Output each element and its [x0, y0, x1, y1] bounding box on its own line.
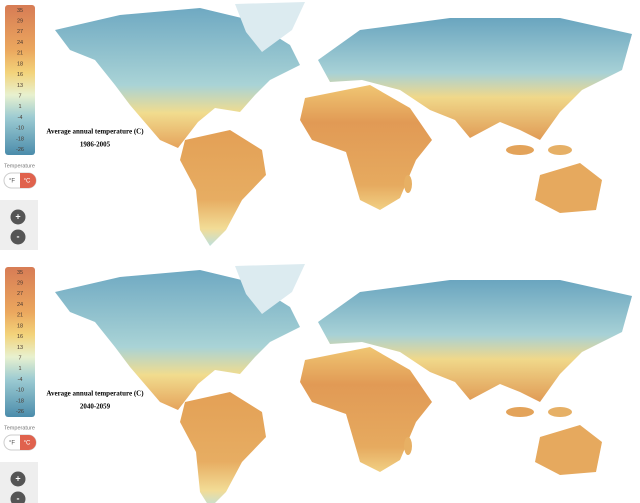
world-map: [55, 2, 632, 246]
north-america: [55, 8, 300, 148]
legend-label: 27: [17, 29, 23, 35]
caption-title: Average annual temperature (C): [46, 128, 144, 136]
zoom-label[interactable]: -: [17, 231, 20, 241]
legend-label: 29: [17, 281, 23, 287]
legend-label: 16: [17, 72, 23, 78]
legend-label: 35: [17, 270, 23, 276]
zoom-label[interactable]: +: [15, 473, 20, 483]
legend-label: -18: [16, 398, 24, 404]
legend-label: 21: [17, 51, 23, 57]
legend-label: 7: [18, 356, 21, 362]
eurasia: [318, 280, 632, 402]
unit-f[interactable]: °F: [9, 441, 15, 447]
zoom-label[interactable]: +: [15, 211, 20, 221]
zoom-button[interactable]: [10, 491, 26, 503]
australia: [535, 163, 602, 213]
australia: [535, 425, 602, 475]
island: [506, 407, 534, 417]
greenland: [235, 264, 305, 314]
legend-title: Temperature: [4, 425, 35, 431]
legend-label: 35: [17, 8, 23, 14]
legend-bar: [5, 5, 35, 155]
legend-label: -26: [16, 147, 24, 153]
legend-label: -4: [18, 115, 23, 121]
panel: Average annual temperature (C) 2040-2059 3…: [0, 264, 632, 503]
island: [506, 145, 534, 155]
legend-label: 24: [17, 40, 23, 46]
legend-label: -10: [16, 126, 24, 132]
legend-label: 21: [17, 313, 23, 319]
caption-period: 1986-2005: [80, 141, 111, 149]
legend-label: -4: [18, 377, 23, 383]
greenland: [235, 2, 305, 52]
unit-active: [20, 435, 36, 450]
zoom-button[interactable]: [10, 471, 26, 487]
island: [404, 175, 412, 193]
legend-title: Temperature: [4, 163, 35, 169]
legend-label: -18: [16, 136, 24, 142]
legend-label: -26: [16, 409, 24, 415]
legend-label: -10: [16, 388, 24, 394]
legend-label: 16: [17, 334, 23, 340]
north-america: [55, 270, 300, 410]
unit-c[interactable]: °C: [24, 179, 31, 185]
africa: [300, 347, 432, 472]
eurasia: [318, 18, 632, 140]
legend-label: 1: [18, 366, 21, 372]
unit-f[interactable]: °F: [9, 179, 15, 185]
legend-label: 18: [17, 323, 23, 329]
legend-label: 29: [17, 19, 23, 25]
legend-label: 13: [17, 83, 23, 89]
island: [548, 145, 572, 155]
south-america: [180, 392, 266, 503]
legend-label: 13: [17, 345, 23, 351]
unit-c[interactable]: °C: [24, 441, 31, 447]
caption-period: 2040-2059: [80, 403, 111, 411]
legend-label: 27: [17, 291, 23, 297]
unit-active: [20, 173, 36, 188]
legend-label: 18: [17, 61, 23, 67]
legend-label: 1: [18, 104, 21, 110]
legend-label: 24: [17, 302, 23, 308]
world-map: [55, 264, 632, 503]
south-america: [180, 130, 266, 246]
legend-label: 7: [18, 94, 21, 100]
panel: Average annual temperature (C) 1986-2005 3…: [0, 2, 632, 250]
africa: [300, 85, 432, 210]
legend-bar: [5, 267, 35, 417]
zoom-button[interactable]: [10, 209, 26, 225]
zoom-button[interactable]: [10, 229, 26, 245]
caption-title: Average annual temperature (C): [46, 390, 144, 398]
zoom-label[interactable]: -: [17, 493, 20, 503]
island: [548, 407, 572, 417]
island: [404, 437, 412, 455]
